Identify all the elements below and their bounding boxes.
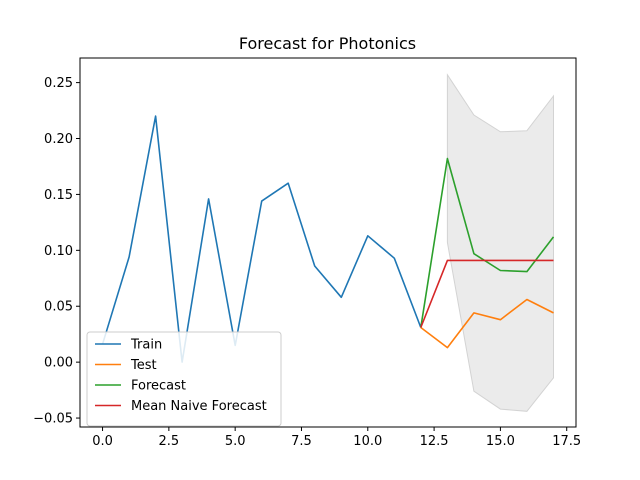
x-tick-label: 10.0 xyxy=(353,434,382,449)
y-tick-label: 0.10 xyxy=(44,244,73,259)
plot-frame xyxy=(79,57,577,428)
legend-label-train: Train xyxy=(130,338,162,353)
y-tick-label: 0.05 xyxy=(44,300,73,315)
x-tick-label: 2.5 xyxy=(159,434,180,449)
y-tick-label: −0.05 xyxy=(33,412,73,427)
x-tick-label: 17.5 xyxy=(552,434,581,449)
confidence-band xyxy=(446,73,554,412)
series-lines-layer xyxy=(101,115,555,363)
legend-box xyxy=(86,331,282,427)
y-tick-label: 0.20 xyxy=(44,132,73,147)
legend-label-forecast: Forecast xyxy=(131,379,186,394)
x-tick-label: 0.0 xyxy=(92,434,113,449)
x-axis-ticks: 0.0 2.5 5.0 7.5 10.0 12.5 15.0 17.5 xyxy=(92,427,581,449)
y-tick-label: 0.15 xyxy=(44,188,73,203)
x-tick-label: 15.0 xyxy=(486,434,515,449)
chart-title: Forecast for Photonics xyxy=(239,34,416,53)
confidence-band-layer xyxy=(446,73,554,412)
y-tick-label: 0.25 xyxy=(44,76,73,91)
y-axis-ticks: −0.05 0.00 0.05 0.10 0.15 0.20 0.25 xyxy=(33,76,80,427)
series-line-train xyxy=(101,115,422,363)
x-tick-label: 12.5 xyxy=(420,434,449,449)
legend: Train Test Forecast Mean Naive Forecast xyxy=(86,331,282,427)
x-tick-label: 5.0 xyxy=(225,434,246,449)
series-line-forecast xyxy=(420,157,555,328)
x-tick-label: 7.5 xyxy=(291,434,312,449)
legend-label-mean-naive-forecast: Mean Naive Forecast xyxy=(131,399,267,414)
legend-label-test: Test xyxy=(130,358,157,373)
series-line-test xyxy=(420,298,554,349)
series-line-mean-naive-forecast xyxy=(420,259,554,328)
y-tick-label: 0.00 xyxy=(44,356,73,371)
